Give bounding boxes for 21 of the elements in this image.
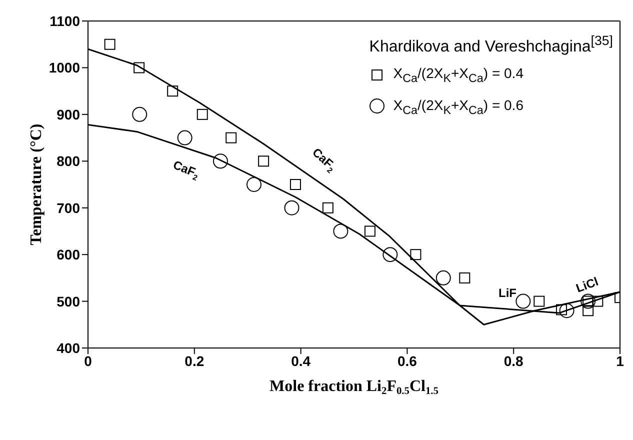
y-tick-label: 1100 bbox=[50, 12, 80, 29]
legend-label: X$_{Ca}$/(2X$_{K}$+X$_{Ca}$) = 0.6 bbox=[393, 97, 524, 117]
y-tick-label: 1000 bbox=[48, 60, 80, 76]
y-tick-label: 500 bbox=[56, 293, 80, 310]
x-tick-label: 0.4 bbox=[291, 352, 311, 369]
x-tick-label: 1 bbox=[616, 352, 624, 369]
x-tick-label: 0.6 bbox=[397, 352, 418, 369]
x-tick-label: 0.2 bbox=[184, 352, 204, 369]
legend-label: X$_{Ca}$/(2X$_{K}$+X$_{Ca}$) = 0.4 bbox=[393, 65, 524, 86]
y-tick-label: 400 bbox=[56, 340, 80, 356]
y-tick-label: 900 bbox=[56, 106, 80, 122]
x-tick-label: 0 bbox=[84, 352, 92, 369]
y-axis-title: Temperature (°C) bbox=[28, 124, 44, 246]
annotation: LiCl bbox=[574, 274, 600, 296]
x-tick-label: 0.8 bbox=[504, 352, 524, 369]
annotation: LiF bbox=[498, 286, 517, 300]
y-tick-label: 700 bbox=[56, 200, 80, 216]
x-axis-title: Mole fraction Li$_{2}$F$_{0.5}$Cl$_{1.5}$ bbox=[270, 378, 438, 397]
legend-title: Khardikova and Vereshchagina$^{[35]}$ bbox=[369, 32, 613, 58]
y-tick-label: 800 bbox=[56, 153, 80, 170]
y-tick-label: 600 bbox=[56, 246, 80, 263]
